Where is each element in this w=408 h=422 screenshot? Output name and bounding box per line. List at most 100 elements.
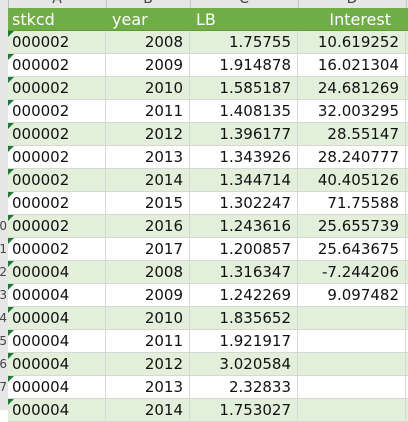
cell-year[interactable]: 2017 <box>106 238 190 261</box>
cell-lb[interactable]: 1.242269 <box>190 284 298 307</box>
cell-year[interactable]: 2008 <box>106 261 190 284</box>
cell-year[interactable]: 2012 <box>106 123 190 146</box>
cell-lb[interactable]: 2.32833 <box>190 376 298 399</box>
cell-empty[interactable] <box>406 192 408 215</box>
row-number[interactable]: 4 <box>0 311 7 325</box>
cell-stkcd[interactable]: 000004 <box>8 353 106 376</box>
row-number[interactable]: 0 <box>0 219 7 233</box>
cell-stkcd[interactable]: 000004 <box>8 307 106 330</box>
cell-stkcd[interactable]: 000002 <box>8 31 106 54</box>
cell-stkcd[interactable]: 000002 <box>8 238 106 261</box>
cell-empty[interactable] <box>406 77 408 100</box>
row-number[interactable]: 7 <box>0 380 7 394</box>
cell-empty[interactable] <box>406 215 408 238</box>
cell-year[interactable]: 2008 <box>106 31 190 54</box>
cell-stkcd[interactable]: 000002 <box>8 169 106 192</box>
cell-year[interactable]: 2016 <box>106 215 190 238</box>
cell-empty[interactable] <box>406 31 408 54</box>
cell-lb[interactable]: 1.585187 <box>190 77 298 100</box>
cell-lb[interactable]: 1.835652 <box>190 307 298 330</box>
cell-lb[interactable]: 3.020584 <box>190 353 298 376</box>
cell-interest[interactable] <box>298 399 406 422</box>
header-year[interactable]: year <box>106 8 190 31</box>
cell-stkcd[interactable]: 000002 <box>8 146 106 169</box>
cell-stkcd[interactable]: 000004 <box>8 376 106 399</box>
cell-interest[interactable]: 10.619252 <box>298 31 406 54</box>
cell-interest[interactable]: -7.244206 <box>298 261 406 284</box>
cell-stkcd[interactable]: 000002 <box>8 100 106 123</box>
cell-stkcd[interactable]: 000002 <box>8 215 106 238</box>
cell-interest[interactable]: 32.003295 <box>298 100 406 123</box>
cell-lb[interactable]: 1.396177 <box>190 123 298 146</box>
cell-year[interactable]: 2015 <box>106 192 190 215</box>
cell-stkcd[interactable]: 000002 <box>8 192 106 215</box>
cell-lb[interactable]: 1.243616 <box>190 215 298 238</box>
cell-lb[interactable]: 1.408135 <box>190 100 298 123</box>
cell-year[interactable]: 2014 <box>106 169 190 192</box>
cell-lb[interactable]: 1.75755 <box>190 31 298 54</box>
column-letter-c[interactable]: C <box>190 0 299 8</box>
cell-empty[interactable] <box>406 146 408 169</box>
cell-interest[interactable]: 28.240777 <box>298 146 406 169</box>
row-number[interactable]: 5 <box>0 334 7 348</box>
cell-interest[interactable] <box>298 376 406 399</box>
cell-lb[interactable]: 1.316347 <box>190 261 298 284</box>
cell-empty[interactable] <box>406 353 408 376</box>
cell-interest[interactable] <box>298 353 406 376</box>
row-number[interactable]: 2 <box>0 265 7 279</box>
cell-empty[interactable] <box>406 307 408 330</box>
cell-year[interactable]: 2009 <box>106 284 190 307</box>
cell-empty[interactable] <box>406 376 408 399</box>
cell-lb[interactable]: 1.344714 <box>190 169 298 192</box>
cell-empty[interactable] <box>406 238 408 261</box>
cell-year[interactable]: 2012 <box>106 353 190 376</box>
column-letter-d[interactable]: D <box>298 0 407 8</box>
cell-stkcd[interactable]: 000002 <box>8 77 106 100</box>
cell-lb[interactable]: 1.921917 <box>190 330 298 353</box>
cell-stkcd[interactable]: 000002 <box>8 123 106 146</box>
row-number[interactable]: 3 <box>0 288 7 302</box>
cell-stkcd[interactable]: 000004 <box>8 284 106 307</box>
row-number[interactable]: 1 <box>0 242 7 256</box>
cell-lb[interactable]: 1.302247 <box>190 192 298 215</box>
cell-interest[interactable]: 24.681269 <box>298 77 406 100</box>
cell-lb[interactable]: 1.343926 <box>190 146 298 169</box>
cell-interest[interactable]: 25.655739 <box>298 215 406 238</box>
cell-interest[interactable]: 16.021304 <box>298 54 406 77</box>
cell-interest[interactable] <box>298 307 406 330</box>
cell-interest[interactable]: 25.643675 <box>298 238 406 261</box>
cell-lb[interactable]: 1.753027 <box>190 399 298 422</box>
cell-stkcd[interactable]: 000002 <box>8 54 106 77</box>
cell-empty[interactable] <box>406 100 408 123</box>
cell-year[interactable]: 2013 <box>106 146 190 169</box>
cell-empty[interactable] <box>406 284 408 307</box>
cell-interest[interactable]: 28.55147 <box>298 123 406 146</box>
cell-year[interactable]: 2014 <box>106 399 190 422</box>
cell-year[interactable]: 2009 <box>106 54 190 77</box>
cell-interest[interactable]: 71.75588 <box>298 192 406 215</box>
cell-empty[interactable] <box>406 54 408 77</box>
cell-lb[interactable]: 1.914878 <box>190 54 298 77</box>
header-a[interactable]: A <box>406 8 408 31</box>
header-interest[interactable]: Interest <box>298 8 406 31</box>
cell-empty[interactable] <box>406 261 408 284</box>
cell-interest[interactable]: 40.405126 <box>298 169 406 192</box>
cell-year[interactable]: 2011 <box>106 100 190 123</box>
cell-year[interactable]: 2010 <box>106 77 190 100</box>
header-stkcd[interactable]: stkcd <box>8 8 106 31</box>
cell-empty[interactable] <box>406 123 408 146</box>
cell-year[interactable]: 2013 <box>106 376 190 399</box>
header-lb[interactable]: LB <box>190 8 298 31</box>
cell-empty[interactable] <box>406 330 408 353</box>
cell-interest[interactable] <box>298 330 406 353</box>
cell-stkcd[interactable]: 000004 <box>8 261 106 284</box>
column-letter-b[interactable]: B <box>106 0 191 8</box>
row-number[interactable]: 6 <box>0 357 7 371</box>
cell-year[interactable]: 2011 <box>106 330 190 353</box>
cell-stkcd[interactable]: 000004 <box>8 399 106 422</box>
cell-interest[interactable]: 9.097482 <box>298 284 406 307</box>
column-letter-a[interactable]: A <box>8 0 107 8</box>
cell-year[interactable]: 2010 <box>106 307 190 330</box>
cell-lb[interactable]: 1.200857 <box>190 238 298 261</box>
cell-stkcd[interactable]: 000004 <box>8 330 106 353</box>
